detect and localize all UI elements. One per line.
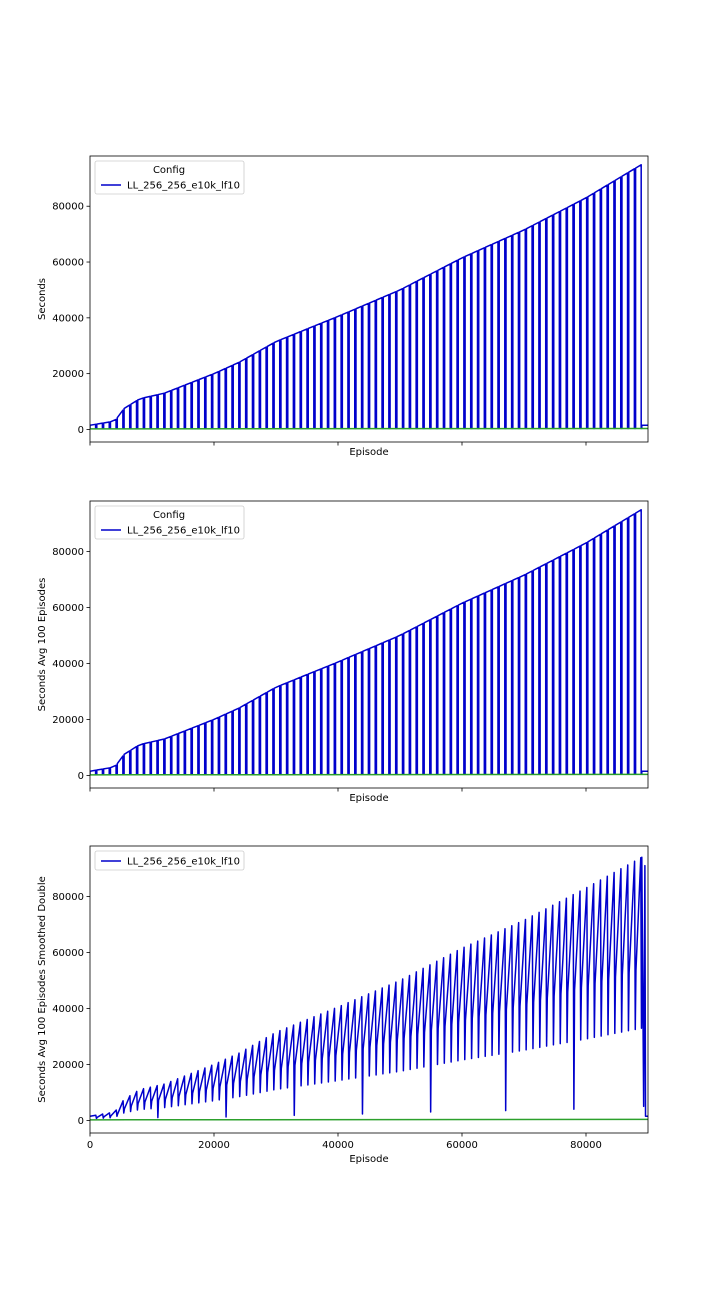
chart-panel-1: 0 20000 40000 60000 80000 Episode Seconds Confi…	[37, 155, 649, 458]
x-tick-label: 20000	[198, 1140, 230, 1151]
y-tick-label: 80000	[52, 547, 84, 558]
plot-area	[90, 856, 648, 1121]
chart-panel-2: 0 20000 40000 60000 80000 Episode Seconds Avg …	[37, 500, 649, 804]
y-tick-label: 20000	[52, 715, 84, 726]
y-tick-label: 0	[78, 1116, 84, 1127]
axes-frame	[89, 845, 649, 1134]
plot-area	[90, 163, 648, 430]
x-tick-label: 60000	[446, 1140, 478, 1151]
y-tick-label: 40000	[52, 313, 84, 324]
y-tick-label: 60000	[52, 603, 84, 614]
legend-title: Config	[153, 510, 185, 521]
legend-entry: LL_256_256_e10k_lf10	[127, 526, 240, 537]
y-tick-label: 60000	[52, 948, 84, 959]
series-line-LL_256_256_e10k_lf10	[90, 856, 648, 1120]
legend-box	[94, 505, 245, 540]
legend-entry: LL_256_256_e10k_lf10	[127, 181, 240, 192]
x-tick-label: 80000	[570, 1140, 602, 1151]
y-tick-label: 80000	[52, 202, 84, 213]
y-tick-label: 80000	[52, 892, 84, 903]
legend-box	[94, 850, 245, 871]
y-tick-label: 0	[78, 771, 84, 782]
legend-entry: LL_256_256_e10k_lf10	[127, 857, 240, 868]
y-tick-label: 20000	[52, 1060, 84, 1071]
axes-frame	[89, 155, 649, 443]
legend-box	[94, 160, 245, 195]
y-tick-label: 60000	[52, 258, 84, 269]
y-axis-label: Seconds Avg 100 Episodes Smoothed Double	[37, 876, 48, 1103]
y-tick-label: 40000	[52, 659, 84, 670]
y-axis-label: Seconds Avg 100 Episodes	[37, 578, 48, 712]
y-axis-label: Seconds	[37, 278, 48, 320]
plot-area	[90, 509, 648, 776]
y-tick-label: 40000	[52, 1004, 84, 1015]
x-tick-label: 40000	[322, 1140, 354, 1151]
x-axis-label: Episode	[349, 793, 388, 804]
legend-title: Config	[153, 165, 185, 176]
x-tick-label: 0	[87, 1140, 93, 1151]
y-tick-label: 0	[78, 425, 84, 436]
x-axis-label: Episode	[349, 447, 388, 458]
y-tick-label: 20000	[52, 369, 84, 380]
axes-frame	[89, 500, 649, 789]
chart-panel-3: 0 20000 40000 60000 80000 0 20000 40000 60000 800…	[37, 845, 649, 1165]
x-axis-label: Episode	[349, 1154, 388, 1165]
